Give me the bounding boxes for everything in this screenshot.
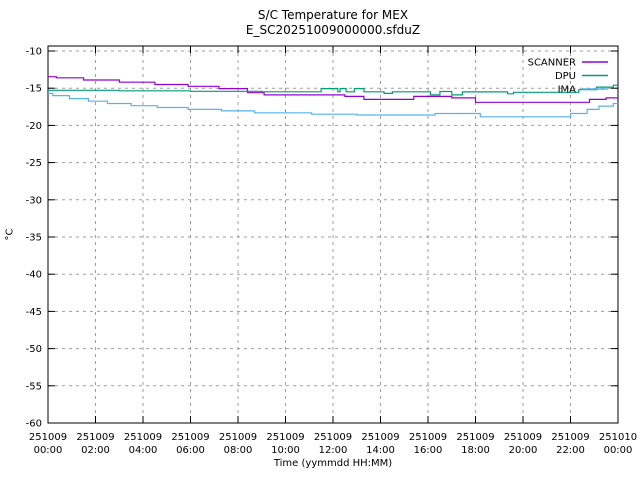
y-tick-label: -45 <box>26 307 42 318</box>
x-tick-label-date: 251010 <box>599 432 637 443</box>
y-tick-label: -10 <box>26 47 42 58</box>
x-tick-label-time: 00:00 <box>604 445 633 456</box>
x-tick-label-date: 251009 <box>314 432 352 443</box>
x-tick-label-time: 14:00 <box>366 445 395 456</box>
y-tick-label: -25 <box>26 158 42 169</box>
x-tick-label-date: 251009 <box>456 432 494 443</box>
legend-label-scanner: SCANNER <box>528 58 576 69</box>
y-tick-label: -50 <box>26 344 42 355</box>
x-tick-label-date: 251009 <box>124 432 162 443</box>
x-tick-label-date: 251009 <box>361 432 399 443</box>
x-tick-label-time: 04:00 <box>129 445 158 456</box>
y-tick-label: -55 <box>26 381 42 392</box>
series-dpu-line <box>48 84 618 96</box>
y-tick-label: -15 <box>26 84 42 95</box>
x-tick-label-date: 251009 <box>171 432 209 443</box>
x-axis-label: Time (yymmdd HH:MM) <box>273 458 393 469</box>
series-ima-line <box>48 92 618 118</box>
x-tick-label-time: 18:00 <box>461 445 490 456</box>
legend-label-dpu: DPU <box>555 71 576 82</box>
x-tick-label-time: 00:00 <box>34 445 63 456</box>
y-tick-label: -40 <box>26 270 42 281</box>
series-scanner-line <box>48 76 618 103</box>
x-tick-label-time: 22:00 <box>556 445 585 456</box>
chart-title: S/C Temperature for MEX <box>257 8 409 22</box>
x-tick-label-date: 251009 <box>219 432 257 443</box>
chart-subtitle: E_SC20251009000000.sfduZ <box>245 23 421 37</box>
x-tick-label-date: 251009 <box>266 432 304 443</box>
x-tick-label-date: 251009 <box>29 432 67 443</box>
x-tick-label-time: 16:00 <box>414 445 443 456</box>
x-tick-label-date: 251009 <box>409 432 447 443</box>
legend-label-ima: IMA <box>558 85 577 96</box>
x-tick-label-time: 02:00 <box>81 445 110 456</box>
x-tick-label-time: 12:00 <box>319 445 348 456</box>
x-tick-label-time: 10:00 <box>271 445 300 456</box>
y-tick-label: -35 <box>26 233 42 244</box>
y-tick-label: -20 <box>26 121 42 132</box>
y-tick-label: -30 <box>26 195 42 206</box>
x-tick-label-date: 251009 <box>504 432 542 443</box>
x-tick-label-date: 251009 <box>76 432 114 443</box>
x-tick-label-time: 06:00 <box>176 445 205 456</box>
x-tick-label-time: 20:00 <box>509 445 538 456</box>
x-tick-label-time: 08:00 <box>224 445 253 456</box>
y-tick-label: -60 <box>26 419 42 430</box>
x-tick-label-date: 251009 <box>551 432 589 443</box>
